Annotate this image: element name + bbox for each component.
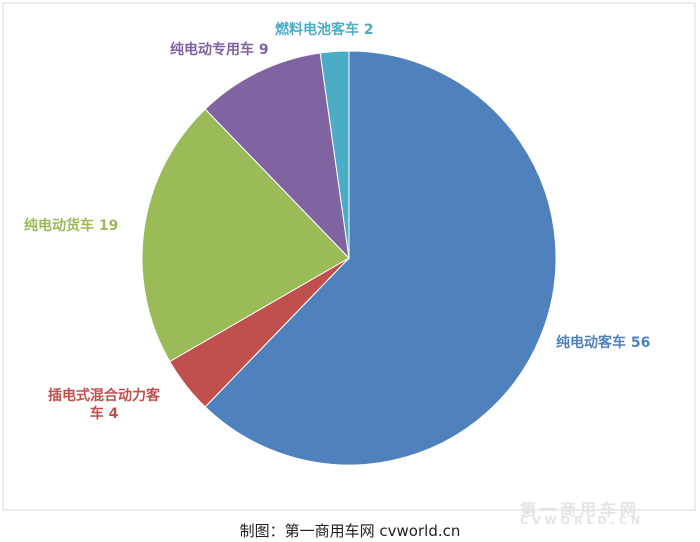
watermark: 第一商用车网 xyxy=(520,500,641,519)
label-value: 2 xyxy=(363,22,374,38)
label-value: 56 xyxy=(630,335,651,351)
label-category: 插电式混合动力客车 xyxy=(48,388,160,422)
data-label: 纯电动专用车 9 xyxy=(170,41,300,59)
data-label: 纯电动客车 56 xyxy=(556,334,686,352)
label-value: 19 xyxy=(98,218,119,234)
pie-slice xyxy=(204,52,350,260)
pie-slice xyxy=(319,50,350,259)
pie-slice xyxy=(141,108,350,363)
watermark-url: CVWORLD.CN xyxy=(520,514,645,527)
data-label: 燃料电池客车 2 xyxy=(275,21,405,39)
label-value: 9 xyxy=(258,42,269,58)
label-category: 纯电动货车 xyxy=(24,218,94,234)
label-category: 燃料电池客车 xyxy=(275,22,359,38)
footer-credit: 制图：第一商用车网 cvworld.cn xyxy=(239,522,461,540)
data-label: 插电式混合动力客车 4 xyxy=(48,387,160,423)
data-label: 纯电动货车 19 xyxy=(24,217,154,235)
pie-slice xyxy=(204,50,557,466)
label-category: 纯电动专用车 xyxy=(170,42,254,58)
label-category: 纯电动客车 xyxy=(556,335,626,351)
label-value: 4 xyxy=(108,406,119,422)
